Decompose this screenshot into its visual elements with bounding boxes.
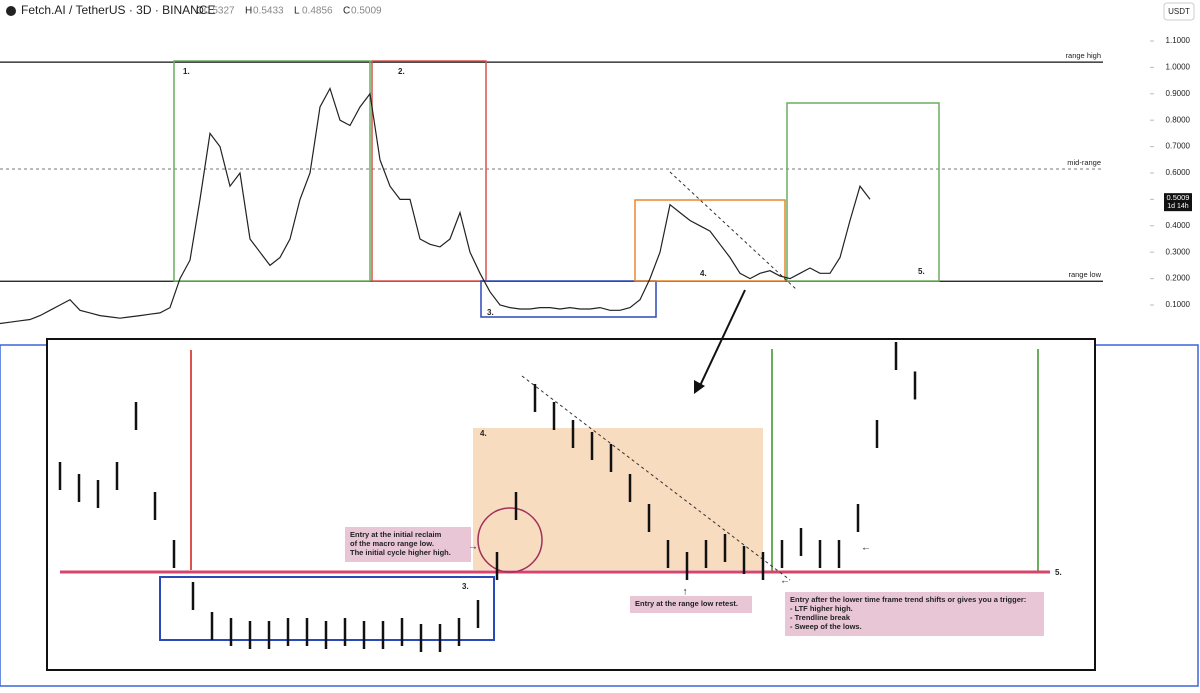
box-label: 3. xyxy=(487,308,494,317)
y-tick-label: 0.3000 xyxy=(1166,247,1191,256)
ohlc-value: 0.5433 xyxy=(253,6,284,17)
price-line xyxy=(0,86,871,325)
level-label: range high xyxy=(1066,51,1101,60)
ohlc-key: H xyxy=(245,6,252,17)
annotation-box xyxy=(371,60,487,282)
box-label: 3. xyxy=(462,582,469,591)
level-label: mid-range xyxy=(1067,158,1101,167)
ohlc-value: 0.4856 xyxy=(302,6,333,17)
box-label: 4. xyxy=(700,269,707,278)
y-tick-label: 0.9000 xyxy=(1166,89,1191,98)
ohlc-value: 0.5327 xyxy=(204,6,235,17)
level-label: range low xyxy=(1068,270,1101,279)
ohlc-key: O xyxy=(196,6,204,17)
trendline-zoom xyxy=(521,375,791,581)
y-tick-label: 1.1000 xyxy=(1166,36,1191,45)
ohlc-key: C xyxy=(343,6,350,17)
box-label: 5. xyxy=(1055,568,1062,577)
annotation-text: - Sweep of the lows. xyxy=(790,622,862,631)
annotation-text: - LTF higher high. xyxy=(790,604,853,613)
zone-4-fill xyxy=(473,428,763,570)
price-tag xyxy=(1164,193,1192,212)
annotation-note xyxy=(630,596,752,613)
annotation-box xyxy=(173,60,371,282)
annotation-box xyxy=(634,199,786,282)
reclaim-circle xyxy=(477,507,543,573)
y-tick-label: 0.7000 xyxy=(1166,142,1191,151)
pointer-arrow: ← xyxy=(861,543,871,554)
annotation-text: Entry after the lower time frame trend s… xyxy=(790,595,1026,604)
y-tick-label: 0.2000 xyxy=(1166,274,1191,283)
box-label: 4. xyxy=(480,429,487,438)
annotation-text: - Trendline break xyxy=(790,613,851,622)
y-tick-label: 0.4000 xyxy=(1166,221,1191,230)
annotation-box xyxy=(786,102,940,282)
pointer-arrow: ← xyxy=(780,576,790,587)
annotation-text: Entry at the initial reclaim xyxy=(350,530,442,539)
annotation-text: Entry at the range low retest. xyxy=(635,599,738,608)
annotation-text: The initial cycle higher high. xyxy=(350,548,451,557)
currency-button[interactable] xyxy=(1163,2,1195,21)
annotation-box xyxy=(480,280,657,318)
pointer-arrow: → xyxy=(468,542,478,553)
y-tick-label: 0.8000 xyxy=(1166,115,1191,124)
ohlc-value: 0.5009 xyxy=(351,6,382,17)
zoom-arrow xyxy=(697,289,746,391)
ohlc-key: L xyxy=(294,6,300,17)
y-tick-label: 1.0000 xyxy=(1166,63,1191,72)
price-tag-countdown: 1d 14h xyxy=(1167,203,1189,210)
y-tick-label: 0.6000 xyxy=(1166,168,1191,177)
box-label: 2. xyxy=(398,67,405,76)
y-tick-label: 0.1000 xyxy=(1166,300,1191,309)
box-label: 1. xyxy=(183,67,190,76)
price-tag-value: 0.5009 xyxy=(1167,193,1190,202)
trendline xyxy=(669,171,798,291)
box-label: 5. xyxy=(918,267,925,276)
annotation-text: of the macro range low. xyxy=(350,539,434,548)
chart-title: Fetch.AI / TetherUS · 3D · BINANCE xyxy=(21,3,216,17)
pointer-arrow: ↑ xyxy=(683,587,688,598)
currency[interactable]: USDT xyxy=(1168,7,1190,16)
zoom-arrow-head xyxy=(694,380,705,394)
annotation-note xyxy=(785,592,1044,636)
annotation-note xyxy=(345,527,471,562)
logo xyxy=(6,6,16,16)
